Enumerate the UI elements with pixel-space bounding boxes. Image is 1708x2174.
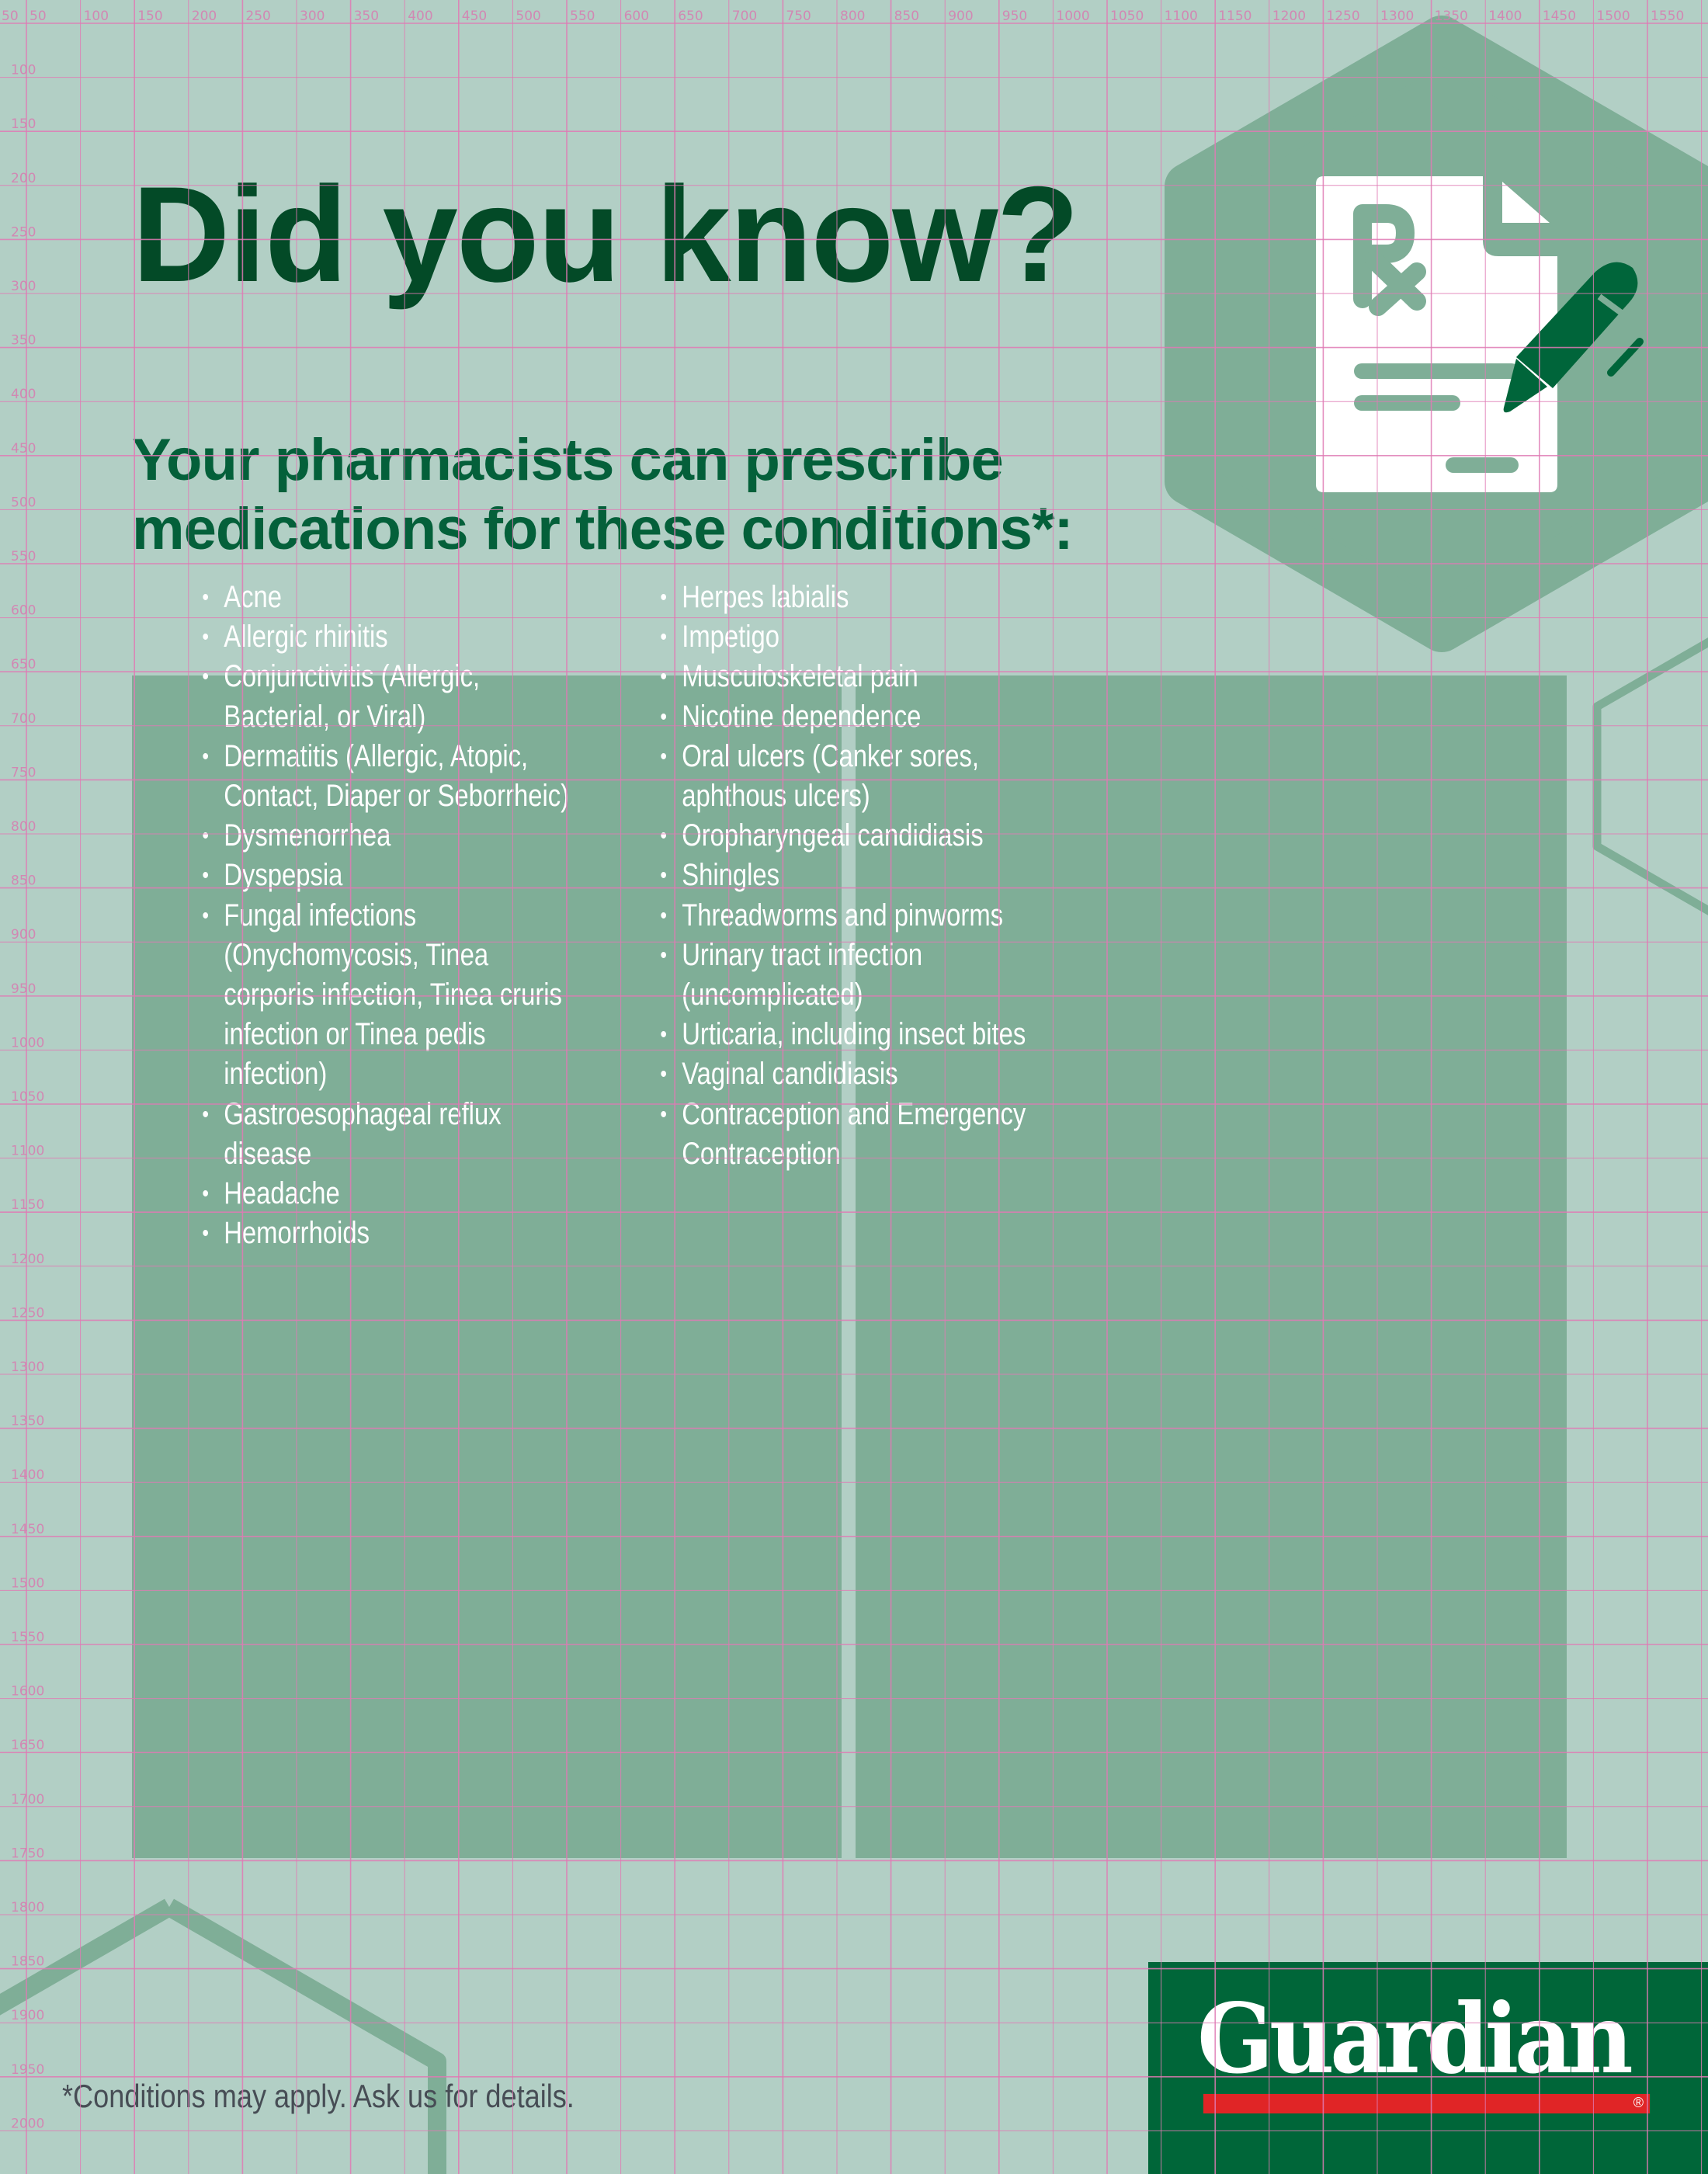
condition-item: • Dyspepsia: [202, 856, 585, 895]
conditions-list-column-1: • Acne • Allergic rhinitis • Conjunctivitis (…: [202, 578, 585, 1253]
condition-item: • Musculoskeletal pain: [660, 657, 1043, 696]
prescription-document-icon: [1316, 176, 1557, 492]
bullet-icon: •: [660, 1022, 667, 1048]
rx-symbol-icon: [1353, 204, 1426, 316]
bullet-icon: •: [202, 823, 209, 849]
bullet-icon: •: [660, 902, 667, 929]
condition-item: • Headache: [202, 1174, 585, 1214]
condition-item: • Fungal infections (Onychomycosis, Tinea…: [202, 896, 585, 1095]
condition-label: Vaginal candidiasis: [682, 1057, 898, 1092]
content-panel-left: [132, 675, 842, 1858]
footnote: *Conditions may apply. Ask us for detail…: [62, 2078, 575, 2114]
condition-label: Oropharyngeal candidiasis: [682, 818, 984, 853]
condition-item: • Nicotine dependence: [660, 697, 1043, 737]
condition-label: Conjunctivitis (Allergic, Bacterial, or …: [224, 659, 481, 734]
page-title: Did you know?: [132, 159, 1079, 311]
bullet-icon: •: [202, 743, 209, 769]
bullet-icon: •: [660, 624, 667, 651]
condition-item: • Urinary tract infection (uncomplicated): [660, 936, 1043, 1015]
condition-item: • Allergic rhinitis: [202, 617, 585, 657]
subtitle-line-2: medications for these conditions*:: [132, 496, 1074, 562]
bullet-icon: •: [202, 664, 209, 690]
condition-label: Gastroesophageal reflux disease: [224, 1096, 502, 1171]
bullet-icon: •: [202, 1101, 209, 1127]
guardian-logo-wordmark: Guardian: [1197, 1983, 1633, 2096]
bullet-icon: •: [202, 902, 209, 929]
condition-item: • Shingles: [660, 856, 1043, 895]
condition-label: Oral ulcers (Canker sores, aphthous ulce…: [682, 738, 980, 814]
bullet-icon: •: [660, 1061, 667, 1088]
bullet-icon: •: [660, 703, 667, 730]
bullet-icon: •: [660, 743, 667, 769]
condition-label: Shingles: [682, 858, 780, 893]
bullet-icon: •: [660, 942, 667, 968]
content-panel-right: [856, 675, 1567, 1858]
condition-label: Dysmenorrhea: [224, 818, 391, 853]
bullet-icon: •: [202, 585, 209, 610]
condition-label: Urticaria, including insect bites: [682, 1017, 1026, 1052]
registered-mark: ®: [1633, 2095, 1644, 2110]
subtitle-line-1: Your pharmacists can prescribe: [132, 427, 1004, 493]
condition-label: Acne: [224, 580, 283, 614]
condition-item: • Dermatitis (Allergic, Atopic, Contact, …: [202, 737, 585, 816]
condition-label: Dyspepsia: [224, 858, 343, 893]
condition-label: Urinary tract infection (uncomplicated): [682, 937, 923, 1012]
condition-item: • Impetigo: [660, 617, 1043, 657]
condition-item: • Urticaria, including insect bites: [660, 1015, 1043, 1054]
condition-label: Threadworms and pinworms: [682, 898, 1004, 932]
conditions-list-column-2: • Herpes labialis • Impetigo • Musculoskeleta…: [660, 578, 1043, 1174]
condition-label: Nicotine dependence: [682, 699, 922, 734]
bullet-icon: •: [660, 1101, 667, 1127]
condition-item: • Conjunctivitis (Allergic, Bacterial, or…: [202, 657, 585, 736]
condition-item: • Oral ulcers (Canker sores, aphthous ulc…: [660, 737, 1043, 816]
condition-item: • Contraception and Emergency Contracepti…: [660, 1095, 1043, 1174]
condition-item: • Acne: [202, 578, 585, 617]
condition-item: • Oropharyngeal candidiasis: [660, 816, 1043, 856]
bullet-icon: •: [202, 1181, 209, 1207]
condition-item: • Vaginal candidiasis: [660, 1054, 1043, 1094]
hexagon-outline-bottom-left: [0, 1898, 446, 2174]
bullet-icon: •: [202, 863, 209, 889]
bullet-icon: •: [660, 823, 667, 849]
subtitle: Your pharmacists can prescribe medicatio…: [132, 425, 1074, 564]
bullet-icon: •: [660, 664, 667, 690]
condition-item: • Hemorrhoids: [202, 1214, 585, 1253]
bullet-icon: •: [660, 863, 667, 889]
condition-item: • Herpes labialis: [660, 578, 1043, 617]
condition-label: Allergic rhinitis: [224, 620, 388, 655]
condition-item: • Dysmenorrhea: [202, 816, 585, 856]
condition-item: • Gastroesophageal reflux disease: [202, 1095, 585, 1174]
condition-label: Headache: [224, 1176, 340, 1211]
condition-item: • Threadworms and pinworms: [660, 896, 1043, 936]
condition-label: Impetigo: [682, 620, 780, 655]
condition-label: Fungal infections (Onychomycosis, Tinea …: [224, 898, 562, 1092]
bullet-icon: •: [202, 624, 209, 651]
condition-label: Herpes labialis: [682, 580, 849, 614]
condition-label: Contraception and Emergency Contraceptio…: [682, 1096, 1026, 1171]
guardian-logo-red-bar: ®: [1203, 2094, 1650, 2113]
guardian-logo-box: [1148, 1962, 1708, 2174]
bullet-icon: •: [202, 1221, 209, 1247]
bullet-icon: •: [660, 585, 667, 610]
hexagon-outline-right: [1592, 637, 1708, 915]
condition-label: Musculoskeletal pain: [682, 659, 918, 694]
condition-label: Hemorrhoids: [224, 1216, 370, 1251]
condition-label: Dermatitis (Allergic, Atopic, Contact, D…: [224, 738, 570, 814]
